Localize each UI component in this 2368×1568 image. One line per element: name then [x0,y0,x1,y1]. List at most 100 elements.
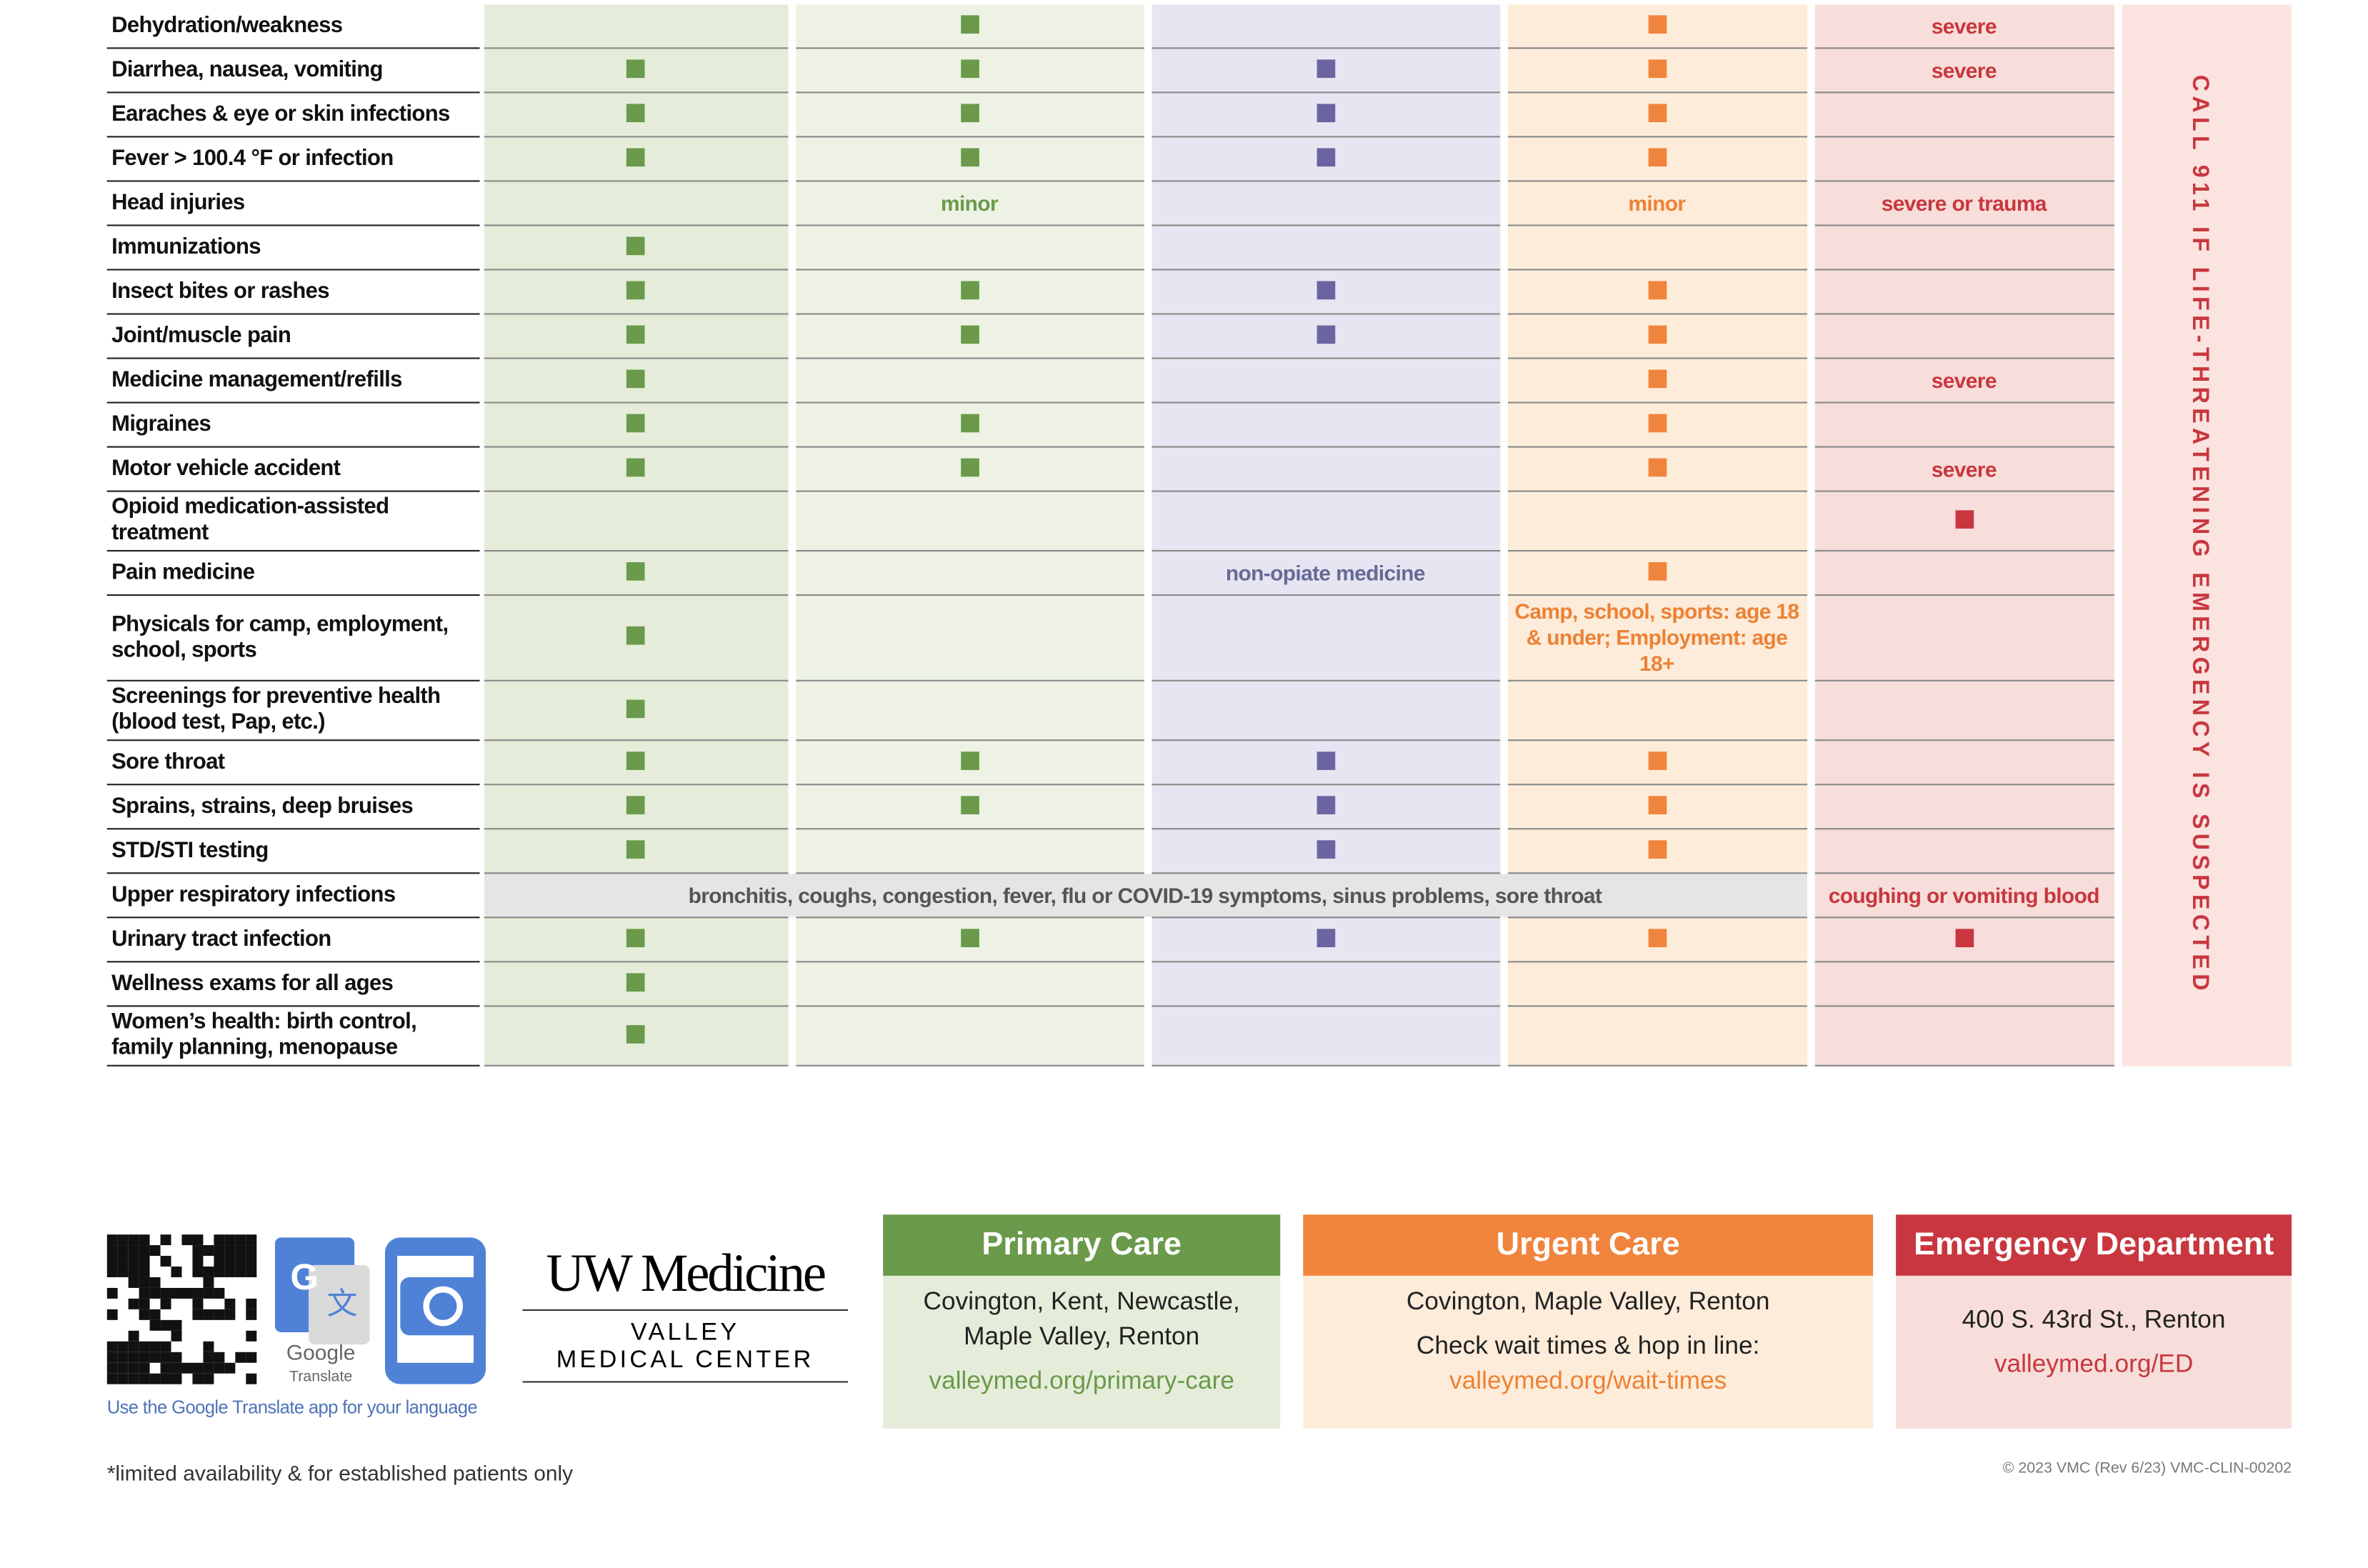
cell [479,446,791,492]
cell [1499,92,1811,138]
cell [1807,740,2118,786]
qr-module [235,1352,246,1363]
qr-module [171,1352,182,1363]
cell: non-opiate medicine [1143,551,1504,596]
cell [787,917,1148,963]
cell [1143,358,1504,404]
cell [479,784,791,830]
qr-module [106,1256,118,1267]
cell [787,491,1148,552]
check-mark [626,928,645,947]
cell [1143,491,1504,552]
qr-module [160,1298,171,1309]
translate-note: Use the Google Translate app for your la… [106,1396,478,1418]
check-mark [1647,561,1667,580]
cell [1807,314,2118,359]
qr-module [192,1373,204,1384]
qr-module [171,1287,182,1299]
qr-module [246,1256,257,1267]
cell [479,551,791,596]
qr-module [246,1330,257,1342]
cities: Covington, Kent, Newcastle, Maple Valley… [923,1287,1240,1351]
qr-module [203,1287,214,1299]
cell [1143,269,1504,315]
qr-module [128,1330,139,1342]
qr-module [139,1341,150,1352]
table-row: Earaches & eye or skin infections [106,92,2292,138]
cell [787,1006,1148,1067]
check-mark [1316,103,1335,122]
cell [1143,181,1504,226]
check-mark [960,59,979,78]
cell [1807,491,2118,552]
qr-module [106,1287,118,1299]
qr-module [149,1309,161,1320]
qr-module [117,1266,129,1277]
qr-module [160,1341,171,1352]
table-row: Migraines [106,402,2292,448]
cell [1143,595,1504,681]
cell [787,551,1148,596]
cell [1499,784,1811,830]
check-mark [1647,280,1667,299]
google-label: Google Translate [272,1342,370,1389]
check-mark [960,751,979,769]
table-row: Head injuries minor minor severe or trauma [106,181,2292,226]
cell [787,680,1148,741]
check-mark [960,280,979,299]
row-label: Diarrhea, nausea, vomiting [106,48,481,94]
qr-module [139,1234,150,1246]
cell: severe [1807,4,2118,49]
qr-module [106,1341,118,1352]
qr-module [181,1362,193,1374]
table-row: STD/STI testing [106,829,2292,874]
qr-module [214,1245,225,1257]
qr-module [224,1245,236,1257]
cell: coughing or vomiting blood [1807,873,2118,919]
cell [1499,358,1811,404]
qr-module [203,1277,214,1288]
row-label: Immunizations [106,225,481,271]
google: Google [286,1339,356,1364]
url[interactable]: valleymed.org/wait-times [1449,1367,1727,1395]
cell [787,829,1148,874]
check-mark [1647,413,1667,432]
cell: minor [787,181,1148,226]
qr-module [149,1277,161,1288]
cell [479,136,791,182]
note: Check wait times & hop in line: [1416,1332,1760,1360]
url[interactable]: valleymed.org/primary-care [929,1367,1234,1395]
check-mark [1647,795,1667,814]
qr-module [149,1245,161,1257]
qr-module [192,1234,204,1246]
box-title: Primary Care [883,1214,1281,1276]
cell: Camp, school, sports: age 18 & under; Em… [1499,595,1811,681]
cell [1499,740,1811,786]
check-mark [626,147,645,166]
qr-module [171,1362,182,1374]
qr-module [235,1245,246,1257]
check-mark [1647,14,1667,33]
check-mark [626,369,645,388]
cell [1807,136,2118,182]
cell [1143,92,1504,138]
cell: severe [1807,358,2118,404]
cell [479,4,791,49]
row-label: Physicals for camp, employment, school, … [106,595,481,681]
row-label: Earaches & eye or skin infections [106,92,481,138]
qr-module [160,1234,171,1246]
cell [479,962,791,1007]
table-row: Immunizations [106,225,2292,271]
cell: severe or trauma [1807,181,2118,226]
cell [1143,784,1504,830]
qr-module [224,1234,236,1246]
cell [1143,962,1504,1007]
primary-box: Primary Care Covington, Kent, Newcastle,… [883,1214,1281,1429]
table-row: Fever > 100.4 °F or infection [106,136,2292,182]
qr-module [214,1309,225,1320]
qr-module [246,1309,257,1320]
url[interactable]: valleymed.org/ED [1994,1350,2194,1379]
row-label: Migraines [106,402,481,448]
check-mark [960,103,979,122]
table-row: Sore throat [106,740,2292,786]
